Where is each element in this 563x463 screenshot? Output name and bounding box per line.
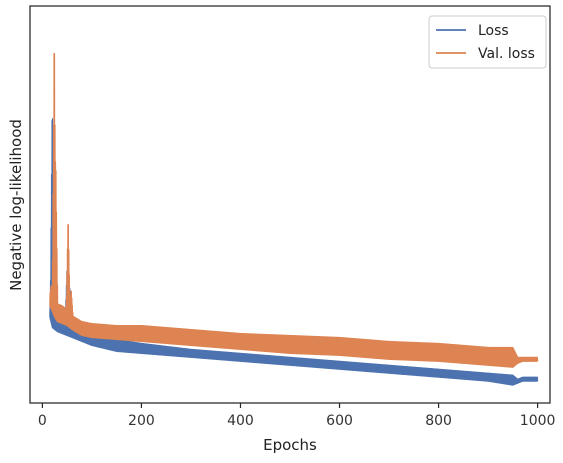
series-loss	[49, 118, 539, 386]
legend-label-val-loss: Val. loss	[478, 46, 535, 62]
series-line-loss	[49, 118, 539, 386]
x-tick-label: 0	[38, 413, 47, 429]
series-line-val-loss	[49, 52, 539, 368]
x-tick-label: 400	[227, 413, 254, 429]
y-axis-label: Negative log-likelihood	[7, 119, 25, 291]
x-tick-label: 200	[128, 413, 155, 429]
x-tick-label: 800	[425, 413, 452, 429]
series-layer	[49, 52, 539, 386]
series-val-loss	[49, 52, 539, 368]
legend-label-loss: Loss	[478, 23, 509, 39]
x-tick-label: 600	[326, 413, 353, 429]
plot-frame	[29, 5, 551, 404]
x-axis-label: Epochs	[263, 436, 317, 454]
x-axis-ticks: 0 200 400 600 800 1000	[38, 403, 556, 429]
x-tick-label: 1000	[520, 413, 556, 429]
legend: Loss Val. loss	[428, 15, 547, 69]
legend-box	[428, 15, 547, 69]
